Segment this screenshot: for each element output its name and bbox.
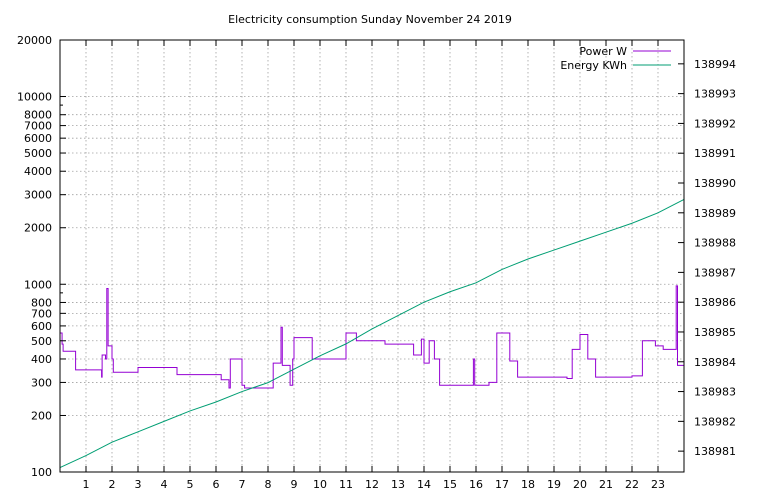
x-tick-label: 4 <box>161 478 168 491</box>
y-right-tick-label: 138990 <box>694 177 736 190</box>
legend-label: Power W <box>579 45 627 58</box>
x-tick-label: 20 <box>573 478 587 491</box>
x-tick-label: 23 <box>651 478 665 491</box>
x-tick-label: 8 <box>265 478 272 491</box>
y-left-tick-label: 200 <box>31 409 52 422</box>
y-right-tick-label: 138985 <box>694 326 736 339</box>
y-left-tick-label: 600 <box>31 320 52 333</box>
y-left-tick-label: 5000 <box>24 147 52 160</box>
x-tick-label: 14 <box>417 478 431 491</box>
y-left-tick-label: 7000 <box>24 120 52 133</box>
legend-label: Energy KWh <box>560 59 627 72</box>
x-tick-label: 13 <box>391 478 405 491</box>
plot-frame <box>59 39 685 473</box>
y-left-tick-label: 1000 <box>24 278 52 291</box>
y-left-tick-label: 800 <box>31 296 52 309</box>
x-tick-label: 19 <box>547 478 561 491</box>
y-left-tick-label: 400 <box>31 353 52 366</box>
series-layer <box>59 198 685 468</box>
x-tick-label: 1 <box>83 478 90 491</box>
x-tick-label: 21 <box>599 478 613 491</box>
axis-layer: 1 2 3 4 5 6 7 8 9 10 11 12 13 14 15 16 17 18 19 20 21 22 23100… <box>17 34 736 491</box>
y-right-tick-label: 138993 <box>694 88 736 101</box>
y-left-tick-label: 20000 <box>17 34 52 47</box>
y-left-tick-label: 100 <box>31 466 52 479</box>
x-tick-label: 17 <box>495 478 509 491</box>
y-right-tick-label: 138981 <box>694 445 736 458</box>
y-left-tick-label: 300 <box>31 376 52 389</box>
y-left-tick-label: 4000 <box>24 165 52 178</box>
x-tick-label: 16 <box>469 478 483 491</box>
x-tick-label: 2 <box>109 478 116 491</box>
y-right-tick-label: 138983 <box>694 386 736 399</box>
chart-title: Electricity consumption Sunday November … <box>228 13 512 26</box>
x-tick-label: 12 <box>365 478 379 491</box>
y-left-tick-label: 500 <box>31 335 52 348</box>
grid-layer <box>60 40 684 472</box>
x-tick-label: 22 <box>625 478 639 491</box>
y-right-tick-label: 138989 <box>694 207 736 220</box>
y-right-tick-label: 138982 <box>694 415 736 428</box>
y-left-tick-label: 8000 <box>24 109 52 122</box>
x-tick-label: 7 <box>239 478 246 491</box>
y-left-tick-label: 6000 <box>24 132 52 145</box>
y-left-tick-label: 2000 <box>24 222 52 235</box>
x-tick-label: 3 <box>135 478 142 491</box>
series-line-power-w <box>60 285 684 389</box>
x-tick-label: 11 <box>339 478 353 491</box>
x-tick-label: 10 <box>313 478 327 491</box>
x-tick-label: 9 <box>291 478 298 491</box>
y-right-tick-label: 138991 <box>694 147 736 160</box>
x-tick-label: 5 <box>187 478 194 491</box>
y-right-tick-label: 138986 <box>694 296 736 309</box>
y-right-tick-label: 138987 <box>694 266 736 279</box>
y-right-tick-label: 138984 <box>694 356 736 369</box>
y-left-tick-label: 700 <box>31 307 52 320</box>
y-left-tick-label: 10000 <box>17 91 52 104</box>
y-left-tick-label: 3000 <box>24 189 52 202</box>
y-right-tick-label: 138994 <box>694 58 736 71</box>
y-right-tick-label: 138992 <box>694 117 736 130</box>
x-tick-label: 15 <box>443 478 457 491</box>
x-tick-label: 18 <box>521 478 535 491</box>
series-line-energy-kwh <box>59 198 685 468</box>
y-right-tick-label: 138988 <box>694 237 736 250</box>
x-tick-label: 6 <box>213 478 220 491</box>
